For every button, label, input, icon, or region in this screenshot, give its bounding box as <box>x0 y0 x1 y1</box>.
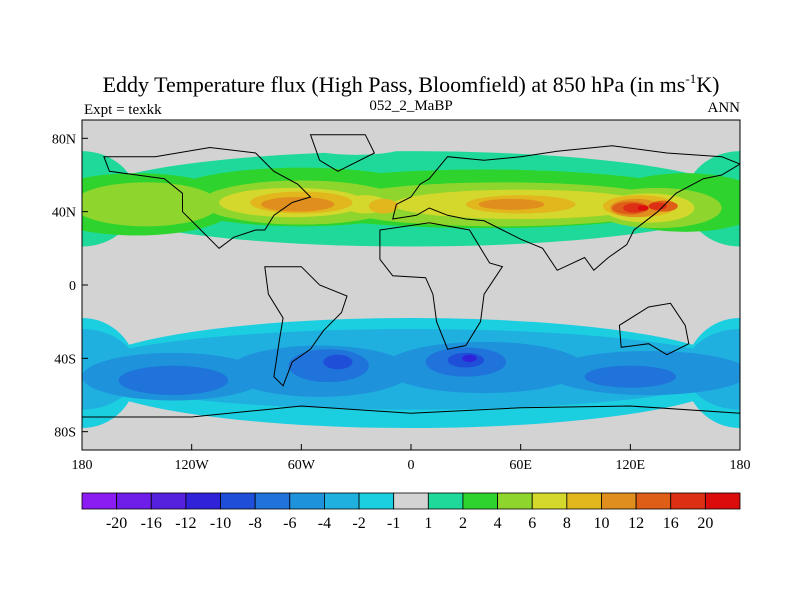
colorbar-label: 16 <box>663 515 679 532</box>
colorbar-label: 12 <box>628 515 644 532</box>
colorbar-swatch <box>462 492 498 510</box>
neutral-region <box>82 435 740 450</box>
neutral-region <box>82 120 740 146</box>
coastline-path <box>392 145 740 272</box>
colorbar-swatch <box>324 492 360 510</box>
colorbar-swatch <box>254 492 291 510</box>
colorbar-label: -6 <box>283 515 296 532</box>
colorbar-swatch <box>393 492 429 510</box>
colorbar-swatch <box>220 492 256 510</box>
experiment-label: Expt = texkk <box>84 102 162 118</box>
colorbar-label: 1 <box>424 515 432 532</box>
x-tick-label: 60E <box>509 458 532 473</box>
field-contour-region <box>118 365 229 396</box>
colorbar-swatch <box>704 492 741 510</box>
colorbar-swatch <box>531 492 568 510</box>
coastline-path <box>309 134 376 172</box>
field-contour-region <box>584 365 677 388</box>
colorbar-label: 10 <box>593 515 609 532</box>
case-label: 052_2_MaBP <box>369 98 452 114</box>
neutral-region <box>429 131 539 146</box>
colorbar-swatch <box>150 492 187 510</box>
field-contour-region <box>261 197 335 212</box>
field-contour-region <box>648 202 667 210</box>
colorbar-label: -16 <box>141 515 162 532</box>
colorbar-label: 4 <box>494 515 502 532</box>
field-contour-region <box>82 182 220 227</box>
colorbar-label: -10 <box>210 515 231 532</box>
colorbar-label: -20 <box>106 515 127 532</box>
axes: 180 120W 60W 0 60E 120E 180 80N 40N 0 40S 80S <box>52 132 751 473</box>
colorbar-label: -8 <box>248 515 261 532</box>
colorbar-swatch <box>116 492 152 510</box>
colorbar-swatch <box>81 492 118 510</box>
coastline-path <box>264 266 348 387</box>
x-tick-label: 120E <box>616 458 646 473</box>
colorbar-label: 2 <box>459 515 467 532</box>
field-contour-region <box>623 203 645 213</box>
colorbar: -20 -16 -12 -10 -8 -6 -4 -2 -1 1 2 4 6 8 10 12 16 20 <box>81 492 741 532</box>
colorbar-label: -2 <box>352 515 365 532</box>
field-contour-region <box>323 354 353 370</box>
colorbar-label: 8 <box>563 515 571 532</box>
neutral-region <box>310 140 402 155</box>
x-tick-label: 60W <box>288 458 316 473</box>
coastline-path <box>82 405 740 418</box>
heatmap-field <box>82 120 740 450</box>
field-contour-region <box>368 198 399 214</box>
colorbar-swatch <box>566 492 602 510</box>
colorbar-label: 20 <box>697 515 713 532</box>
colorbar-swatch <box>185 492 221 510</box>
y-tick-label: 40N <box>52 206 76 221</box>
x-tick-label: 180 <box>72 458 93 473</box>
coastline-path <box>618 302 690 356</box>
colorbar-swatch <box>497 492 533 510</box>
colorbar-label: 6 <box>528 515 536 532</box>
colorbar-swatch <box>289 492 325 510</box>
colorbar-label: -4 <box>318 515 331 532</box>
colorbar-swatch <box>635 492 672 510</box>
x-tick-label: 0 <box>408 458 415 473</box>
colorbar-swatch <box>601 492 637 510</box>
field-contour-region <box>462 354 477 363</box>
coastline-path <box>379 222 504 350</box>
y-tick-label: 0 <box>69 279 76 294</box>
x-tick-label: 180 <box>730 458 751 473</box>
field-contours <box>82 120 740 450</box>
colorbar-swatch <box>427 492 464 510</box>
field-contour-region <box>478 198 545 210</box>
x-tick-label: 120W <box>175 458 210 473</box>
colorbar-swatch <box>358 492 395 510</box>
season-label: ANN <box>708 100 741 116</box>
coastlines <box>82 134 740 418</box>
y-tick-label: 80N <box>52 132 76 147</box>
chart-title: Eddy Temperature flux (High Pass, Bloomf… <box>103 71 720 97</box>
colorbar-swatch <box>670 492 706 510</box>
colorbar-label: -12 <box>175 515 196 532</box>
coastline-path <box>103 146 312 249</box>
y-tick-label: 40S <box>54 352 76 367</box>
colorbar-label: -1 <box>387 515 400 532</box>
field-contour-region <box>637 205 649 211</box>
y-tick-label: 80S <box>54 426 76 441</box>
